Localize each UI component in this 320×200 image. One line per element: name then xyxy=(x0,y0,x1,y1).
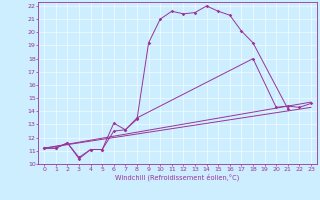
X-axis label: Windchill (Refroidissement éolien,°C): Windchill (Refroidissement éolien,°C) xyxy=(116,173,240,181)
